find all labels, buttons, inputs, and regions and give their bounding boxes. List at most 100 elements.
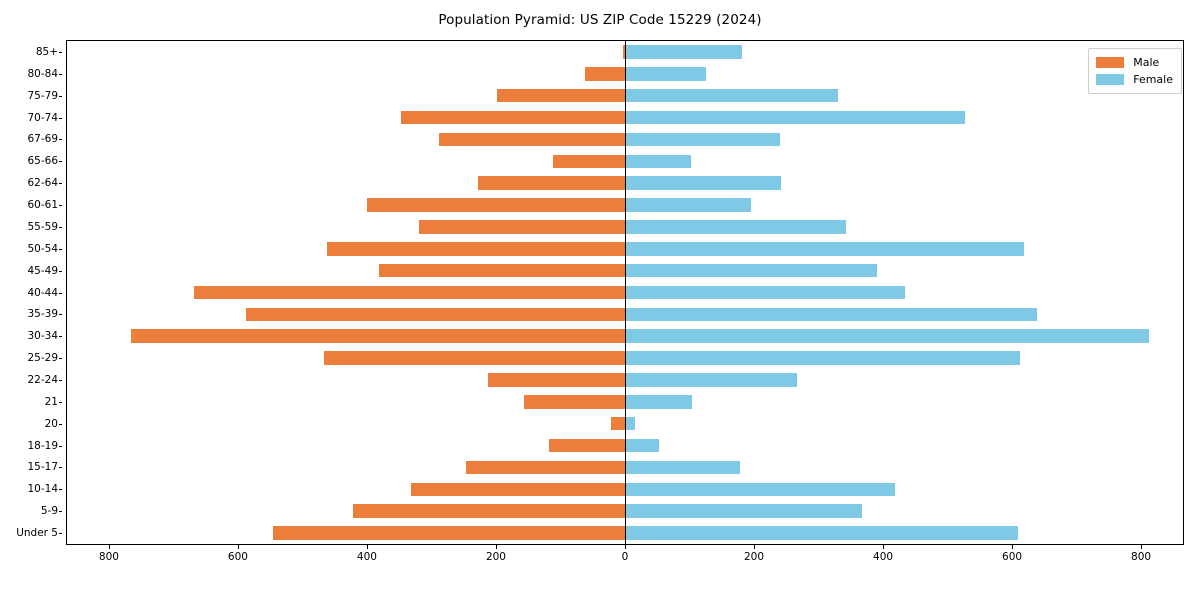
- y-axis-tick-mark: [58, 95, 62, 97]
- pyramid-row: [67, 482, 1183, 497]
- x-axis-tick-mark: [1141, 545, 1143, 549]
- y-axis-tick-mark: [58, 401, 62, 403]
- bar-male: [487, 373, 625, 387]
- legend-swatch-female-icon: [1096, 74, 1125, 85]
- pyramid-row: [67, 45, 1183, 59]
- y-axis-tick-label: 25-29: [27, 352, 58, 365]
- bar-female: [625, 132, 781, 147]
- y-axis-tick-label: 10-14: [27, 483, 58, 496]
- x-axis: 800 600 400 200 0 200 400 600 800: [66, 545, 1184, 590]
- x-axis-tick-label: 600: [1002, 551, 1023, 563]
- bar-male: [496, 88, 625, 103]
- y-axis-tick-label: 35-39: [27, 308, 58, 321]
- y-axis-tick-mark: [58, 73, 62, 75]
- y-axis-tick-mark: [58, 423, 62, 425]
- x-axis-tick-mark: [625, 545, 626, 549]
- bar-female: [625, 329, 1149, 343]
- bar-male: [477, 176, 625, 190]
- y-axis-tick-label: 85+: [35, 45, 58, 58]
- y-axis-tick-label: 65-66: [27, 155, 58, 168]
- pyramid-row: [67, 176, 1183, 190]
- y-axis-tick-mark: [58, 489, 62, 491]
- x-axis-tick-mark: [108, 545, 110, 549]
- y-axis-tick-label: 80-84: [27, 67, 58, 80]
- y-axis-tick-label: 45-49: [27, 264, 58, 277]
- chart-legend: Male Female: [1088, 48, 1182, 94]
- y-axis-tick-mark: [58, 139, 62, 141]
- bar-female: [625, 88, 838, 103]
- bar-male: [326, 241, 625, 256]
- pyramid-row: [67, 285, 1183, 300]
- bar-female: [625, 482, 896, 497]
- bar-male: [418, 220, 625, 234]
- x-axis-tick-label: 600: [227, 551, 248, 563]
- bar-male: [466, 460, 625, 475]
- bar-male: [585, 67, 625, 81]
- y-axis-tick-mark: [58, 270, 62, 272]
- y-axis-tick-label: 40-44: [27, 286, 58, 299]
- bar-female: [625, 307, 1038, 322]
- bar-female: [625, 263, 877, 278]
- bar-male: [439, 132, 625, 147]
- y-axis-tick-mark: [58, 226, 62, 228]
- x-axis-tick-label: 200: [743, 551, 765, 563]
- x-axis-tick-mark: [237, 545, 239, 549]
- y-axis-tick-mark: [58, 379, 62, 381]
- plot-area: [66, 40, 1184, 545]
- pyramid-row: [67, 263, 1183, 278]
- x-axis-tick-mark: [1012, 545, 1014, 549]
- y-axis-tick-mark: [58, 117, 62, 119]
- pyramid-row: [67, 67, 1183, 81]
- pyramid-row: [67, 438, 1183, 453]
- bar-male: [400, 110, 625, 125]
- bar-female: [625, 176, 782, 190]
- y-axis-tick-label: 70-74: [27, 111, 58, 124]
- pyramid-row: [67, 373, 1183, 387]
- y-axis-tick-label: 5-9: [40, 505, 58, 518]
- legend-label-female: Female: [1133, 73, 1173, 86]
- y-axis-tick-mark: [58, 183, 62, 185]
- bar-male: [548, 438, 625, 453]
- bar-female: [625, 220, 846, 234]
- bar-male: [352, 504, 625, 518]
- bars-container: [67, 41, 1183, 544]
- bar-male: [552, 154, 625, 169]
- pyramid-row: [67, 351, 1183, 365]
- bar-male: [623, 45, 625, 59]
- y-axis-tick-label: 18-19: [27, 439, 58, 452]
- x-axis-tick-mark: [883, 545, 885, 549]
- pyramid-row: [67, 460, 1183, 475]
- y-axis-tick-mark: [58, 205, 62, 207]
- bar-male: [379, 263, 625, 278]
- bar-female: [625, 67, 706, 81]
- pyramid-row: [67, 526, 1183, 540]
- legend-label-male: Male: [1133, 56, 1160, 69]
- y-axis-tick-mark: [58, 533, 62, 535]
- x-axis-tick-label: 800: [1131, 551, 1152, 563]
- x-axis-tick-mark: [366, 545, 368, 549]
- bar-female: [625, 45, 743, 59]
- bar-male: [273, 526, 625, 540]
- y-axis-tick-mark: [58, 248, 62, 250]
- bar-male: [130, 329, 625, 343]
- pyramid-row: [67, 504, 1183, 518]
- chart-title: Population Pyramid: US ZIP Code 15229 (2…: [438, 12, 762, 28]
- bar-female: [625, 395, 693, 409]
- bar-female: [625, 241, 1024, 256]
- pyramid-row: [67, 154, 1183, 169]
- pyramid-row: [67, 110, 1183, 125]
- bar-female: [625, 285, 905, 300]
- x-axis-tick-label: 800: [98, 551, 119, 563]
- x-axis-tick-label: 400: [356, 551, 377, 563]
- pyramid-row: [67, 132, 1183, 147]
- y-axis-tick-label: 21: [44, 395, 58, 408]
- y-axis-tick-label: 15-17: [27, 461, 58, 474]
- bar-female: [625, 110, 965, 125]
- y-axis-tick-label: Under 5: [16, 527, 58, 540]
- x-axis-tick-mark: [495, 545, 497, 549]
- bar-female: [625, 504, 862, 518]
- y-axis-tick-label: 50-54: [27, 242, 58, 255]
- bar-female: [625, 526, 1018, 540]
- y-axis-tick-mark: [58, 51, 62, 53]
- x-axis-tick-label: 0: [621, 551, 629, 563]
